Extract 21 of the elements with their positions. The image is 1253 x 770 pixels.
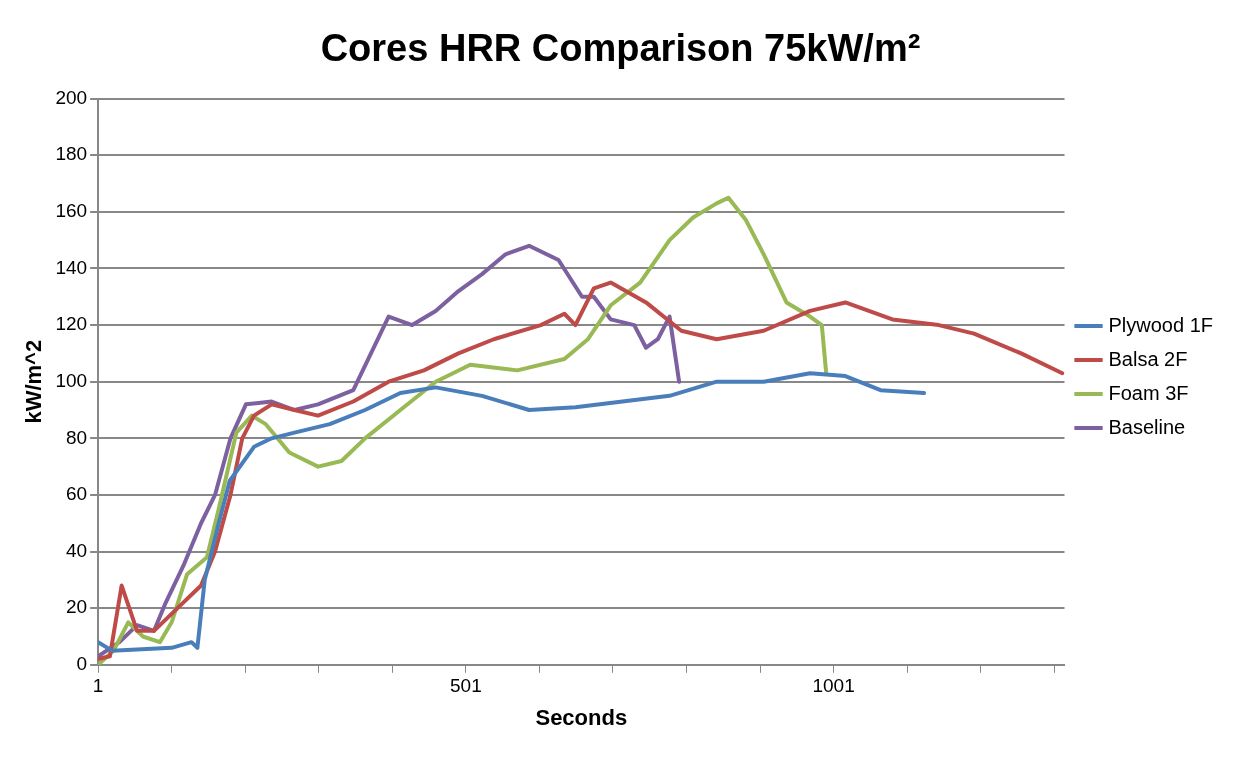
x-tick-label: 1001	[812, 675, 855, 697]
y-tick-label: 60	[65, 483, 88, 505]
y-tick-label: 160	[55, 200, 88, 222]
legend-label: Plywood 1F	[1108, 313, 1214, 336]
y-axis-title: kW/m^2	[21, 339, 47, 424]
legend-label: Baseline	[1108, 415, 1186, 438]
y-tick-label: 140	[55, 256, 88, 278]
y-tick-label: 180	[55, 143, 88, 165]
y-tick-label: 200	[55, 86, 88, 108]
legend-label: Balsa 2F	[1108, 347, 1188, 370]
legend-label: Foam 3F	[1108, 381, 1189, 404]
y-tick-label: 120	[55, 313, 88, 335]
x-axis-title: Seconds	[535, 704, 628, 730]
x-tick-label: 1	[92, 675, 104, 697]
y-tick-label: 80	[65, 426, 88, 448]
y-tick-label: 0	[76, 653, 88, 675]
y-tick-label: 20	[65, 596, 88, 618]
y-tick-label: 40	[65, 539, 88, 561]
x-tick-label: 501	[449, 675, 482, 697]
y-tick-label: 100	[55, 369, 88, 391]
chart-title: Cores HRR Comparison 75kW/m²	[320, 27, 921, 70]
